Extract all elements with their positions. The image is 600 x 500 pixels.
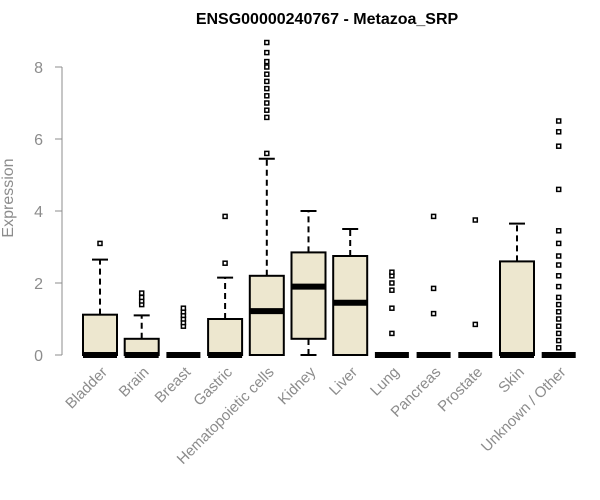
outlier-point [555,330,562,337]
box-group [499,222,535,358]
box-group [207,213,244,358]
outlier-point [264,39,270,46]
outlier-point [389,330,395,337]
outlier-point [555,301,562,308]
outlier-point [555,273,562,279]
outlier-point [264,64,270,70]
outlier-point [555,186,562,193]
chart-title: ENSG00000240767 - Metazoa_SRP [196,11,459,28]
outlier-point [555,323,562,329]
x-tick-label: Kidney [275,363,320,408]
outlier-point [472,217,479,223]
outlier-point [264,85,270,92]
outlier-point [264,93,270,99]
outlier-point [264,78,270,85]
outlier-point [389,269,395,275]
outlier-point [264,49,270,56]
y-tick-label: 6 [34,132,43,149]
outlier-point [555,240,562,247]
outlier-point [555,309,562,315]
outlier-point [430,213,437,220]
x-tick-label: Lung [367,364,403,400]
outlier-point [555,262,562,268]
outlier-point [555,316,562,322]
outlier-point [472,321,479,328]
outlier-point [389,280,395,286]
outlier-point [264,107,270,113]
outlier-point [430,310,437,317]
outlier-point [264,71,270,77]
outlier-point [264,150,270,157]
x-tick-label: Liver [326,364,361,399]
box-group [541,118,576,358]
y-tick-label: 0 [34,348,43,365]
x-tick-label: Bladder [62,364,111,413]
box-group [82,240,118,358]
outlier-point [389,287,395,293]
outlier-point [222,213,228,220]
box [290,251,327,340]
box-group [374,269,409,358]
outlier-point [430,285,437,292]
box-group [290,210,327,356]
outlier-point [138,290,145,296]
box-group [416,213,451,358]
box-group [123,290,160,358]
outlier-point [555,129,562,135]
outlier-point [264,100,270,106]
box-group [458,217,493,358]
outlier-point [180,305,187,311]
box-group [166,305,201,358]
box [499,260,535,356]
y-tick-label: 8 [34,60,43,77]
box-group [248,39,285,356]
y-axis: 0 2 4 6 8 [34,60,63,365]
box [82,313,118,356]
outlier-point [138,294,145,301]
x-tick-label: Brain [116,364,153,401]
outlier-point [389,305,395,311]
outlier-point [264,58,270,65]
x-tick-label: Prostate [435,364,487,416]
y-tick-label: 2 [34,276,43,293]
outlier-point [555,118,562,124]
outlier-point [264,114,270,121]
outlier-point [555,345,562,351]
outlier-point [222,260,228,266]
outlier-point [97,240,103,247]
boxes [82,39,576,358]
x-tick-label: Breast [152,363,195,406]
outlier-point [555,337,562,344]
x-tick-label: Skin [495,364,528,397]
box [248,274,285,356]
y-tick-label: 4 [34,204,43,221]
box-group [332,228,369,356]
outlier-point [555,253,562,259]
box [207,318,244,356]
y-axis-label: Expression [0,158,17,237]
outlier-point [555,283,562,290]
outlier-point [555,143,562,149]
outlier-point [555,228,562,234]
outlier-point [555,294,562,301]
